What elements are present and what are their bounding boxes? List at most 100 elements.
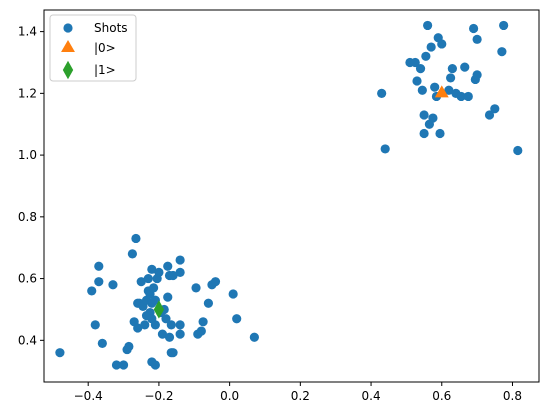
shot-point	[472, 34, 482, 44]
shot-point	[203, 298, 214, 308]
shot-point	[380, 144, 390, 154]
shot-point	[175, 320, 185, 330]
shot-point	[499, 20, 509, 31]
shot-point	[210, 277, 221, 287]
shot-point	[168, 270, 178, 281]
x-tick-label: 0.8	[503, 389, 522, 403]
x-tick-label: 0.2	[291, 389, 310, 403]
shot-point	[154, 267, 164, 278]
shot-point	[108, 280, 118, 290]
shot-point	[168, 348, 178, 358]
legend-entry: |0>	[61, 40, 116, 55]
shot-point	[124, 341, 134, 352]
shot-point	[437, 39, 447, 49]
shot-point	[472, 70, 482, 80]
shot-point	[415, 64, 426, 74]
shot-point	[90, 320, 100, 330]
legend-entry: Shots	[63, 21, 128, 35]
x-tick-label: −0.2	[144, 389, 173, 403]
y-tick-label: 1.0	[18, 148, 37, 162]
shot-point	[94, 277, 104, 287]
shot-point	[456, 91, 466, 102]
shot-point	[118, 360, 129, 370]
shot-point	[196, 326, 206, 336]
shot-point	[175, 267, 185, 278]
shot-point	[412, 76, 422, 86]
shot-point	[430, 82, 440, 92]
shot-point	[444, 85, 454, 95]
x-tick-label: 0.0	[220, 389, 239, 403]
y-axis: 0.4 0.6 0.8 1.0 1.2 1.4	[18, 25, 44, 347]
legend-marker	[61, 40, 75, 52]
legend-marker	[62, 60, 74, 80]
shot-point	[460, 62, 470, 72]
shot-point	[447, 64, 457, 74]
shot-point	[149, 283, 159, 293]
shot-point	[94, 261, 104, 271]
shot-point	[232, 314, 242, 324]
legend-marker	[63, 23, 73, 33]
points-layer	[55, 20, 523, 370]
shot-point	[410, 57, 420, 68]
shot-point	[87, 286, 97, 296]
shot-point	[490, 104, 500, 114]
shot-point	[164, 332, 175, 342]
shot-point	[150, 360, 160, 370]
shot-point	[446, 73, 456, 83]
shot-point	[426, 42, 436, 52]
shot-point	[377, 88, 387, 98]
shot-point	[421, 51, 431, 61]
shot-point	[55, 348, 65, 358]
shot-point	[419, 110, 429, 120]
plot-frame	[43, 9, 540, 383]
shot-point	[198, 317, 208, 327]
shot-point	[428, 113, 438, 123]
shot-point	[150, 320, 160, 330]
x-axis: −0.4 −0.2 0.0 0.2 0.4 0.6 0.8	[74, 382, 522, 403]
legend-entry: |1>	[62, 60, 116, 80]
shot-point	[513, 145, 523, 156]
shot-point	[143, 273, 153, 284]
shot-point	[133, 323, 143, 333]
state-marker-2	[153, 300, 165, 319]
shot-point	[423, 20, 433, 31]
shot-point	[228, 289, 238, 299]
shot-point	[468, 23, 479, 34]
state-marker-1	[434, 85, 449, 98]
shot-point	[140, 320, 150, 330]
y-tick-label: 0.8	[18, 210, 37, 224]
shot-point	[136, 277, 146, 287]
shot-point	[161, 314, 171, 324]
legend-entries: Shots |0> |1>	[61, 21, 128, 80]
shot-point	[157, 329, 168, 339]
shot-point	[163, 261, 173, 271]
shot-point	[175, 255, 185, 265]
legend-box	[49, 14, 137, 82]
y-tick-label: 1.4	[18, 25, 37, 39]
legend-label: |1>	[94, 63, 116, 77]
x-tick-label: 0.4	[362, 389, 381, 403]
y-tick-label: 0.4	[18, 333, 37, 347]
legend-label: Shots	[94, 21, 128, 35]
shot-point	[191, 283, 201, 293]
legend: Shots |0> |1>	[49, 14, 137, 82]
shot-point	[463, 91, 473, 102]
shot-point	[111, 360, 122, 370]
shot-point	[127, 249, 137, 259]
shot-point	[417, 85, 427, 95]
shot-point	[435, 128, 445, 139]
x-tick-label: 0.6	[432, 389, 451, 403]
shot-point	[163, 292, 173, 302]
shot-point	[484, 110, 495, 120]
y-tick-label: 1.2	[18, 86, 37, 100]
y-tick-label: 0.6	[18, 272, 37, 286]
shot-point	[175, 329, 185, 339]
shot-point	[147, 264, 157, 274]
shot-point	[131, 233, 141, 244]
shot-point	[97, 338, 107, 349]
legend-label: |0>	[94, 41, 116, 55]
x-tick-label: −0.4	[74, 389, 103, 403]
shot-point	[249, 332, 259, 342]
